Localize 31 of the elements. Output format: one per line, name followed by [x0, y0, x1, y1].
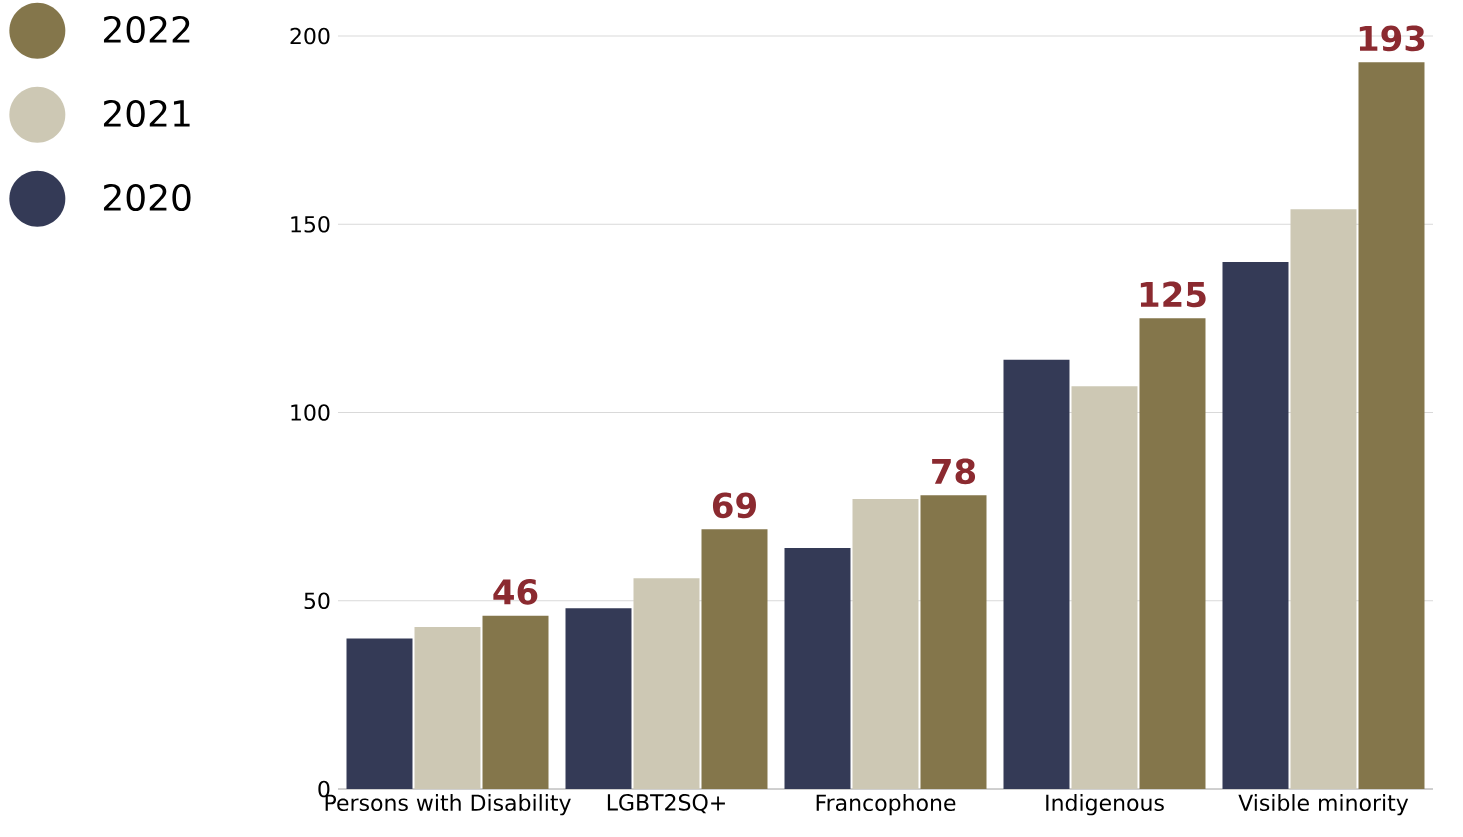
x-tick-label: LGBT2SQ+: [607, 794, 725, 814]
bar: [1222, 261, 1289, 789]
y-tick-label: 50: [304, 592, 330, 610]
bar: [1358, 62, 1425, 789]
bar: [1139, 318, 1206, 789]
bar: [1071, 386, 1138, 789]
data-label: 78: [932, 458, 976, 485]
legend-label: 2022: [103, 15, 190, 44]
bar: [701, 529, 768, 789]
data-label: 46: [493, 579, 538, 605]
bar: [852, 499, 919, 789]
bar: [414, 627, 481, 789]
bar: [920, 495, 987, 789]
legend-label: 2021: [103, 99, 190, 128]
x-tick-label: Visible minority: [1238, 794, 1409, 816]
x-tick-label: Francophone: [816, 794, 956, 816]
y-tick-label: 150: [291, 215, 330, 233]
bar: [565, 608, 632, 789]
y-tick-label: 200: [290, 27, 330, 45]
x-tick-label: Indigenous: [1046, 794, 1164, 816]
y-tick-label: 100: [291, 404, 330, 421]
bar: [784, 548, 851, 789]
bar: [633, 578, 700, 789]
bar: [1003, 359, 1070, 789]
bar: [482, 615, 549, 789]
bar: [1290, 209, 1357, 789]
bar: [346, 638, 413, 789]
legend-label: 2020: [103, 183, 191, 212]
data-label: 69: [712, 492, 756, 519]
data-label: 193: [1359, 25, 1425, 52]
data-label: 125: [1140, 281, 1206, 308]
